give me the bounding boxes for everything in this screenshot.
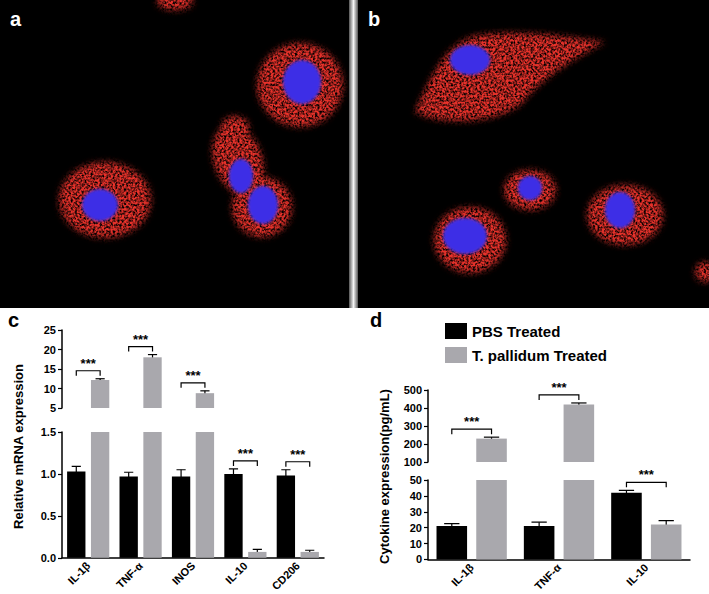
svg-text:PBS Treated: PBS Treated [472, 323, 560, 340]
svg-text:500: 500 [404, 384, 422, 396]
svg-text:***: *** [551, 380, 567, 395]
svg-text:Relative mRNA expression: Relative mRNA expression [11, 364, 26, 529]
svg-text:IL-10: IL-10 [223, 560, 250, 587]
svg-text:15: 15 [44, 363, 56, 375]
svg-text:10: 10 [410, 538, 422, 550]
svg-text:1.0: 1.0 [41, 468, 56, 480]
svg-text:IL-1β: IL-1β [65, 559, 92, 586]
svg-text:20: 20 [410, 522, 422, 534]
svg-text:5: 5 [50, 402, 56, 414]
svg-text:100: 100 [404, 456, 422, 468]
svg-text:***: *** [639, 467, 655, 482]
svg-text:d: d [370, 309, 382, 331]
svg-text:***: *** [464, 414, 480, 429]
svg-text:0: 0 [416, 553, 422, 565]
svg-text:INOS: INOS [170, 560, 197, 587]
svg-text:***: *** [238, 446, 254, 461]
svg-text:IL-1β: IL-1β [449, 561, 476, 588]
svg-text:Cytokine expression(pg/mL): Cytokine expression(pg/mL) [377, 389, 392, 564]
svg-text:CD206: CD206 [269, 560, 302, 593]
svg-text:***: *** [290, 447, 306, 462]
svg-text:50: 50 [410, 474, 422, 486]
svg-text:c: c [8, 309, 19, 331]
svg-text:IL-10: IL-10 [624, 561, 651, 588]
svg-text:TNF-α: TNF-α [114, 559, 145, 590]
svg-text:***: *** [133, 332, 149, 347]
svg-text:40: 40 [410, 490, 422, 502]
svg-text:b: b [368, 8, 380, 30]
svg-text:1.5: 1.5 [41, 426, 56, 438]
svg-text:10: 10 [44, 383, 56, 395]
svg-text:20: 20 [44, 344, 56, 356]
svg-text:0.5: 0.5 [41, 510, 56, 522]
svg-text:300: 300 [404, 420, 422, 432]
svg-text:a: a [10, 8, 22, 30]
svg-text:0.0: 0.0 [41, 552, 56, 564]
svg-text:TNF-α: TNF-α [532, 561, 563, 592]
svg-text:200: 200 [404, 438, 422, 450]
svg-text:***: *** [81, 356, 97, 371]
svg-text:T. pallidum Treated: T. pallidum Treated [472, 347, 607, 364]
svg-text:400: 400 [404, 402, 422, 414]
svg-text:25: 25 [44, 324, 56, 336]
svg-text:***: *** [185, 368, 201, 383]
svg-text:30: 30 [410, 506, 422, 518]
